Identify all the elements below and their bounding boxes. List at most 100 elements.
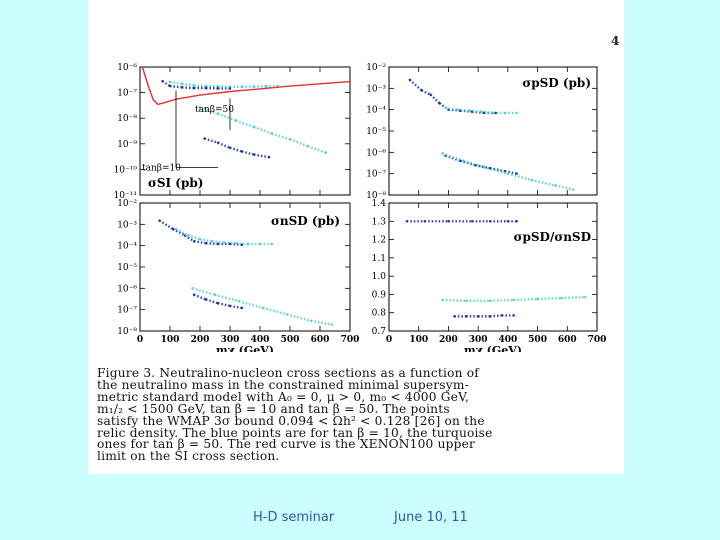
data-point-band	[489, 314, 503, 318]
caption-line: the neutralino mass in the constrained m…	[97, 377, 469, 392]
data-point-band	[199, 238, 213, 243]
y-tick-label: 10⁻⁶	[366, 148, 386, 158]
y-tick-label: 10⁻²	[117, 199, 137, 209]
panel-title: σpSD/σnSD	[514, 230, 591, 244]
y-tick-label: 10⁻⁸	[366, 191, 386, 201]
y-tick-label: 10⁻²	[366, 63, 386, 73]
y-tick-label: 10⁻⁴	[117, 242, 137, 252]
data-point-band	[214, 293, 240, 303]
caption-line: m₁/₂ < 1500 GeV, tan β = 10 and tan β = …	[97, 401, 450, 416]
data-point-band	[205, 298, 219, 305]
y-tick-label: 10⁻⁸	[117, 114, 137, 124]
data-point-band	[474, 164, 491, 170]
footer-seminar: H-D seminar	[253, 510, 335, 525]
data-point-band	[555, 184, 574, 191]
y-tick-label: 10⁻⁷	[117, 89, 137, 99]
annotation-tanb50: tanβ=50	[195, 105, 234, 115]
x-tick-label: 700	[588, 335, 607, 345]
data-point-band	[489, 167, 506, 173]
x-tick-label: 300	[221, 335, 240, 345]
x-tick-label: 400	[251, 335, 270, 345]
y-tick-label: 1.1	[372, 254, 386, 264]
y-tick-label: 10⁻⁵	[117, 263, 137, 273]
caption-line: ones for tan β = 50. The red curve is th…	[97, 437, 476, 452]
data-point-band	[238, 300, 264, 310]
x-tick-label: 200	[191, 335, 210, 345]
caption-line: metric standard model with A₀ = 0, μ > 0…	[97, 389, 470, 404]
data-point-band	[442, 298, 467, 303]
y-tick-label: 10⁻⁷	[117, 306, 137, 316]
data-point-band	[169, 84, 183, 89]
y-tick-label: 10⁻³	[366, 84, 386, 94]
data-point-band	[192, 287, 216, 296]
data-point-band	[204, 137, 219, 144]
caption-line: Figure 3. Neutralino-nucleon cross secti…	[97, 366, 479, 380]
caption-line: limit on the SI cross section.	[97, 449, 280, 464]
data-point-band	[307, 145, 327, 154]
data-point-band	[158, 219, 174, 231]
y-tick-label: 10⁻³	[117, 220, 137, 230]
data-point-band	[253, 125, 273, 135]
x-axis-label: mχ (GeV)	[216, 344, 274, 352]
data-point-band	[217, 141, 231, 149]
figure-caption: Figure 3. Neutralino-nucleon cross secti…	[97, 366, 617, 464]
y-tick-label: 10⁻⁶	[117, 284, 137, 294]
caption-line: relic density. The blue points are for t…	[97, 425, 493, 440]
panel-title: σpSD (pb)	[522, 76, 591, 90]
data-point-band	[442, 152, 464, 162]
data-point-band	[504, 170, 518, 175]
data-point-band	[262, 306, 288, 316]
x-axis-label: mχ (GeV)	[464, 344, 522, 352]
x-tick-label: 0	[137, 335, 143, 345]
data-point-band	[289, 138, 309, 148]
y-tick-label: 10⁻⁹	[117, 140, 137, 150]
figure-panels: 10⁻¹¹ 10⁻¹⁰ 10⁻⁹ 10⁻⁸ 10⁻⁷ 10⁻⁶ σSI (pb) tanβ=5…	[114, 63, 607, 352]
panel-frame-si	[139, 66, 351, 196]
y-tick-label: 1.0	[372, 272, 387, 282]
data-point-band	[175, 228, 189, 237]
data-point-band	[217, 302, 231, 308]
y-tick-label: 1.3	[372, 217, 387, 227]
x-tick-label: 0	[386, 335, 392, 345]
xenon100-limit-curve	[141, 66, 351, 106]
footer-date: June 10, 11	[394, 510, 468, 525]
x-tick-label: 600	[558, 335, 577, 345]
data-point-band	[241, 150, 255, 156]
data-point-band	[286, 313, 312, 322]
y-tick-label: 10⁻⁶	[117, 63, 137, 73]
x-tick-label: 500	[528, 335, 547, 345]
x-tick-label: 200	[439, 335, 458, 345]
data-point-band	[507, 172, 532, 182]
y-tick-label: 10⁻⁷	[366, 170, 386, 180]
data-point-band	[429, 93, 441, 105]
data-point-band	[193, 293, 207, 301]
y-tick-label: 10⁻⁵	[366, 127, 386, 137]
data-point-band	[438, 102, 450, 111]
data-point-band	[310, 319, 333, 326]
data-point-band	[271, 132, 291, 141]
y-tick-label: 0.8	[372, 309, 387, 319]
data-point-band	[421, 89, 432, 96]
data-point-band	[489, 298, 514, 303]
y-tick-label: 10⁻¹⁰	[114, 165, 138, 175]
y-tick-label: 10⁻⁸	[117, 327, 137, 337]
y-tick-label: 1.2	[372, 236, 386, 246]
page-number: 4	[611, 34, 620, 48]
x-tick-label: 100	[409, 335, 428, 345]
data-point-band	[483, 166, 509, 175]
panel-frame-ratio	[388, 202, 598, 332]
x-tick-label: 300	[469, 335, 488, 345]
x-tick-label: 600	[311, 335, 330, 345]
data-point-band	[513, 297, 538, 302]
data-point-band	[187, 234, 201, 241]
panel-title: σSI (pb)	[148, 176, 203, 190]
data-point-band	[462, 159, 485, 169]
data-point-band	[229, 304, 243, 310]
data-point-band	[169, 80, 183, 86]
y-tick-label: 0.7	[372, 327, 387, 337]
data-point-band	[561, 295, 586, 300]
paper-page	[88, 0, 624, 474]
x-tick-label: 400	[498, 335, 517, 345]
y-tick-label: 0.9	[372, 290, 387, 300]
annotation-tanb10: tanβ=10	[142, 163, 181, 173]
